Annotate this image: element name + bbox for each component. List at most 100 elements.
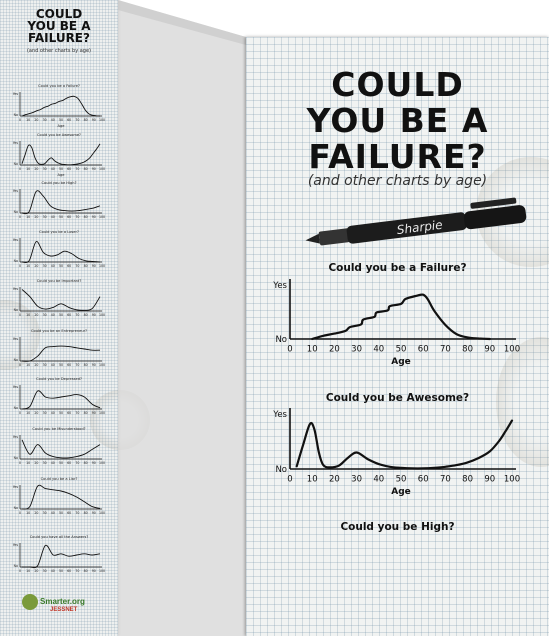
thumb-x-tick: 10 — [26, 167, 30, 171]
thumb-x-tick: 20 — [34, 215, 38, 219]
thumb-x-tick: 50 — [59, 411, 63, 415]
thumb-series-line — [21, 439, 101, 459]
thumb-x-tick: 40 — [51, 363, 55, 367]
thumb-chart-title: Could you be a Failure? — [38, 84, 80, 88]
thumb-x-tick: 90 — [92, 511, 96, 515]
thumb-x-tick: 70 — [75, 411, 79, 415]
series-line — [311, 293, 491, 341]
thumb-y-tick: No — [14, 308, 18, 312]
thumb-x-tick: 30 — [43, 313, 47, 317]
thumb-x-tick: 40 — [51, 118, 55, 122]
thumb-x-tick: 90 — [92, 215, 96, 219]
thumb-y-tick: No — [14, 162, 18, 166]
thumb-x-tick: 60 — [67, 411, 71, 415]
y-tick-label: Yes — [272, 410, 287, 420]
thumb-x-tick: 80 — [84, 167, 88, 171]
thumb-y-tick: No — [14, 358, 18, 362]
thumb-x-tick: 80 — [84, 411, 88, 415]
thumb-series-line — [21, 241, 101, 264]
thumb-series-line — [21, 484, 101, 510]
thumb-y-tick: Yes — [13, 485, 18, 489]
thumb-x-tick: 40 — [51, 313, 55, 317]
thumb-x-tick: 40 — [51, 264, 55, 268]
thumb-x-tick: 30 — [43, 215, 47, 219]
thumb-x-tick: 80 — [84, 118, 88, 122]
thumb-y-tick: No — [14, 210, 18, 214]
thumb-x-tick: 20 — [34, 511, 38, 515]
thumb-x-tick: 20 — [34, 313, 38, 317]
marker-pen-icon: Sharpie — [305, 197, 527, 246]
thumb-x-tick: 10 — [26, 215, 30, 219]
thumb-x-tick: 50 — [59, 569, 63, 573]
pen-brand-label: Sharpie — [396, 218, 443, 237]
thumb-x-tick: 80 — [84, 215, 88, 219]
thumb-x-tick: 60 — [67, 461, 71, 465]
thumb-x-tick: 90 — [92, 313, 96, 317]
thumb-x-tick: 30 — [43, 363, 47, 367]
thumb-y-tick: Yes — [13, 385, 18, 389]
thumb-x-tick: 50 — [59, 118, 63, 122]
thumb-series-line — [21, 143, 101, 166]
title-line-2: YOU BE A — [306, 101, 489, 140]
thumb-x-tick: 70 — [75, 511, 79, 515]
x-tick-label: 20 — [329, 345, 340, 355]
thumb-x-tick: 90 — [92, 363, 96, 367]
thumb-x-tick: 0 — [19, 264, 21, 268]
thumb-x-tick: 80 — [84, 363, 88, 367]
thumb-chart: Could you be a Failure? 0 10 20 30 40 50 60 70 80… — [13, 84, 105, 128]
thumb-x-tick: 90 — [92, 167, 96, 171]
infographic-thumbnail: COULD YOU BE A FAILURE? (and other chart… — [0, 0, 150, 636]
thumb-x-tick: 100 — [99, 264, 105, 268]
thumb-series-line — [21, 390, 101, 410]
subtitle: (and other charts by age) — [307, 173, 488, 189]
thumb-chart-title: Could you be Depressed? — [36, 377, 82, 381]
thumb-x-tick: 0 — [19, 215, 21, 219]
thumb-x-tick: 100 — [99, 118, 105, 122]
thumb-x-tick: 10 — [26, 118, 30, 122]
thumb-x-tick: 40 — [51, 511, 55, 515]
x-tick-label: 90 — [484, 345, 495, 355]
thumb-chart: Could you be Important? 0 10 20 30 40 50 60 70 80… — [13, 279, 105, 317]
thumb-x-tick: 10 — [26, 264, 30, 268]
thumb-y-tick: No — [14, 259, 18, 263]
thumb-x-tick: 100 — [99, 569, 105, 573]
thumb-y-tick: Yes — [13, 287, 18, 291]
thumb-series-line — [21, 289, 101, 311]
thumb-x-tick: 100 — [99, 167, 105, 171]
thumb-x-tick: 0 — [19, 313, 21, 317]
thumb-x-tick: 60 — [67, 313, 71, 317]
thumb-chart-title: Could you be a Loser? — [39, 230, 79, 234]
title-line-1: COULD — [331, 65, 464, 104]
thumb-x-tick: 100 — [99, 313, 105, 317]
x-tick-label: 40 — [373, 475, 384, 485]
thumb-x-tick: 30 — [43, 511, 47, 515]
thumb-x-tick: 90 — [92, 569, 96, 573]
x-tick-label: 10 — [307, 345, 318, 355]
thumb-x-tick: 20 — [34, 411, 38, 415]
chart-awesome: No Yes 0 10 20 30 40 50 60 70 80 90 100 Age — [272, 408, 520, 497]
thumb-x-tick: 60 — [67, 215, 71, 219]
thumb-x-tick: 10 — [26, 363, 30, 367]
thumb-x-tick: 80 — [84, 461, 88, 465]
thumb-chart-title: Could you be Awesome? — [37, 133, 81, 137]
thumb-x-tick: 90 — [92, 118, 96, 122]
thumb-series-line — [21, 345, 101, 362]
thumb-x-tick: 100 — [99, 511, 105, 515]
x-tick-label: 90 — [484, 475, 495, 485]
thumb-x-tick: 0 — [19, 569, 21, 573]
x-tick-label: 70 — [440, 475, 451, 485]
thumb-x-tick: 60 — [67, 167, 71, 171]
thumb-x-tick: 50 — [59, 511, 63, 515]
y-tick-label: Yes — [272, 281, 287, 291]
x-tick-label: 50 — [396, 475, 407, 485]
thumb-y-tick: Yes — [13, 435, 18, 439]
thumb-x-tick: 100 — [99, 461, 105, 465]
thumb-x-tick: 40 — [51, 461, 55, 465]
thumb-y-tick: No — [14, 456, 18, 460]
thumb-x-tick: 60 — [67, 264, 71, 268]
owl-logo-icon — [22, 594, 38, 610]
thumb-chart: Could you be High? 0 10 20 30 40 50 60 70 80 90 100… — [13, 181, 105, 219]
thumb-x-tick: 90 — [92, 461, 96, 465]
x-tick-label: 60 — [418, 345, 429, 355]
thumb-x-tick: 90 — [92, 411, 96, 415]
